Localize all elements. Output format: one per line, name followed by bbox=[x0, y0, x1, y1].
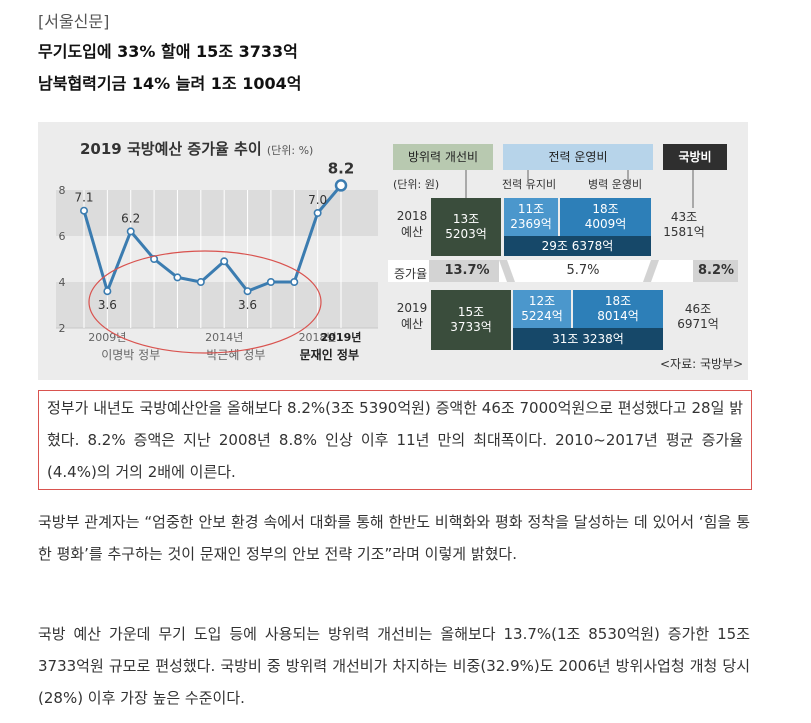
data-point bbox=[313, 209, 322, 218]
growth-series-line bbox=[82, 184, 343, 293]
b2018-personnel-cell: 18조 4009억 bbox=[560, 198, 651, 236]
period-label: 이명박 정부 bbox=[101, 348, 160, 362]
y-tick-label: 4 bbox=[59, 276, 66, 289]
band-6-8 bbox=[56, 190, 378, 236]
data-point bbox=[290, 278, 299, 287]
data-labels: 7.1 3.6 6.2 3.6 7.0 8.2 bbox=[74, 159, 354, 312]
unit-won-label: (단위: 원) bbox=[393, 178, 440, 191]
b2019-total-value: 46조 6971억 bbox=[677, 302, 719, 331]
data-point bbox=[196, 278, 205, 287]
y-tick-label: 8 bbox=[59, 184, 66, 197]
x-tick-label: 2018년 bbox=[299, 331, 337, 344]
government-period-labels: 이명박 정부 박근혜 정부 문재인 정부 bbox=[101, 347, 359, 362]
data-label: 7.0 bbox=[308, 193, 327, 207]
y-tick-label: 2 bbox=[59, 322, 66, 335]
category-weapon-header: 방위력 개선비 bbox=[393, 144, 493, 170]
subtitle-weapons: 무기도입에 33% 할애 15조 3733억 bbox=[38, 42, 298, 61]
growth-band bbox=[388, 260, 738, 282]
category-total-header: 국방비 bbox=[663, 144, 727, 170]
data-point bbox=[173, 273, 182, 282]
data-label: 7.1 bbox=[74, 191, 93, 205]
data-point bbox=[220, 257, 229, 266]
data-point bbox=[79, 206, 88, 215]
row-2019-label: 2019 예산 bbox=[396, 301, 428, 331]
x-tick-label: 2014년 bbox=[205, 331, 243, 344]
x-tick-label: 2009년 bbox=[88, 331, 126, 344]
row-2018-label: 2018 예산 bbox=[396, 209, 428, 239]
b2019-personnel-cell: 18조 8014억 bbox=[573, 290, 663, 328]
data-point bbox=[103, 287, 112, 296]
b2019-maintain-cell: 12조 5224억 bbox=[513, 290, 571, 328]
x-tick-label: 2019년 bbox=[321, 330, 362, 344]
data-label: 3.6 bbox=[98, 298, 117, 312]
highlight-circle bbox=[88, 250, 322, 354]
article-paragraph-lead: 정부가 내년도 국방예산안을 올해보다 8.2%(3조 5390억원) 증액한 … bbox=[38, 390, 752, 490]
graphic-source: <자료: 국방부> bbox=[660, 357, 744, 371]
b2018-weapon-cell: 13조 5203억 bbox=[431, 198, 501, 256]
data-point bbox=[334, 179, 348, 192]
b2018-ops-total-cell: 29조 6378억 bbox=[504, 236, 651, 256]
chart-title: 2019 국방예산 증가율 추이 (단위: %) bbox=[80, 140, 314, 158]
subtitle-interkorean-fund: 남북협력기금 14% 늘려 1조 1004억 bbox=[38, 74, 302, 93]
data-label: 6.2 bbox=[121, 211, 140, 225]
category-ops-header: 전력 운영비 bbox=[503, 144, 653, 170]
data-point bbox=[126, 227, 135, 236]
b2019-ops-total-cell: 31조 3238억 bbox=[513, 328, 663, 350]
article-paragraph-3: 국방 예산 가운데 무기 도입 등에 사용되는 방위력 개선비는 올해보다 13… bbox=[38, 625, 750, 707]
article-paragraph-2: 국방부 관계자는 “엄중한 안보 환경 속에서 대화를 통해 한반도 비핵화와 … bbox=[38, 513, 750, 563]
period-label: 문재인 정부 bbox=[300, 347, 359, 362]
growth-row-label: 증가율 bbox=[394, 267, 428, 281]
connector-lines bbox=[465, 170, 694, 208]
sub-maintain-label: 전력 유지비 bbox=[502, 178, 557, 191]
b2018-maintain-cell: 11조 2369억 bbox=[504, 198, 558, 236]
growth-total-value: 8.2% bbox=[697, 263, 735, 278]
x-gridlines bbox=[83, 190, 342, 328]
data-point bbox=[243, 287, 252, 296]
data-label: 3.6 bbox=[238, 298, 257, 312]
b2019-weapon-cell: 15조 3733억 bbox=[431, 290, 511, 350]
data-label: 8.2 bbox=[328, 159, 355, 177]
y-tick-label: 6 bbox=[59, 230, 66, 243]
growth-ops-value: 5.7% bbox=[566, 263, 600, 278]
y-axis: 2 4 6 8 bbox=[59, 184, 66, 335]
source-label: [서울신문] bbox=[38, 12, 110, 31]
growth-weapon-value: 13.7% bbox=[444, 263, 490, 278]
sub-personnel-label: 병력 운영비 bbox=[588, 178, 643, 191]
data-points bbox=[79, 179, 348, 296]
b2018-total-value: 43조 1581억 bbox=[663, 210, 705, 239]
period-label: 박근혜 정부 bbox=[206, 348, 265, 362]
data-point bbox=[266, 278, 275, 287]
